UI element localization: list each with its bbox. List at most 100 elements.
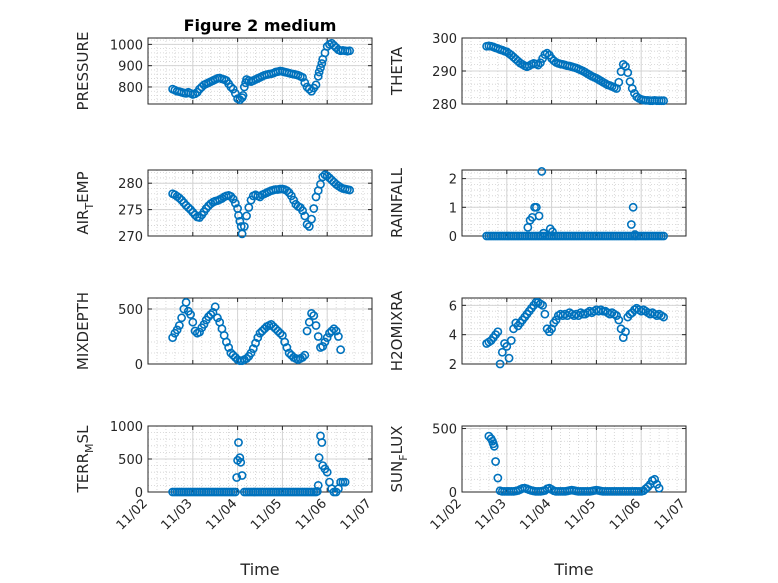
axes-frame: [147, 37, 373, 105]
data-point: [497, 347, 507, 357]
y-tick-label: 2: [449, 173, 457, 188]
data-point: [168, 333, 178, 342]
y-tick-label: 500: [432, 423, 457, 438]
data-point: [236, 457, 246, 467]
data-point: [221, 337, 231, 347]
axes-frame: [461, 169, 687, 237]
data-point: [208, 307, 218, 317]
data-point: [313, 480, 323, 490]
data-point: [643, 482, 653, 492]
data-point: [313, 332, 323, 341]
data-point: [190, 326, 200, 336]
data-series: [482, 41, 668, 106]
data-point: [251, 338, 260, 348]
data-point: [493, 473, 503, 483]
data-point: [345, 46, 354, 56]
data-point: [533, 60, 543, 70]
data-point: [312, 486, 322, 496]
data-point: [177, 313, 186, 323]
data-point: [232, 473, 242, 482]
data-point: [345, 185, 354, 195]
data-point: [623, 68, 633, 78]
data-point: [551, 315, 561, 325]
y-tick-label: 0: [135, 486, 143, 501]
data-point: [275, 328, 285, 338]
data-point: [614, 77, 624, 87]
data-point: [228, 84, 238, 94]
data-point: [491, 457, 500, 466]
data-point: [336, 345, 346, 355]
x-tick-label: 11/02: [114, 496, 151, 533]
data-point: [237, 471, 247, 480]
data-point: [626, 220, 636, 229]
x-tick-label: 11/05: [562, 496, 599, 533]
subplot-terr-msl: 0 500 1000 11/02 11/03 11/04 11/05 11/06 11/07 TE…: [74, 420, 375, 579]
data-point: [286, 191, 296, 201]
x-tick-label: 11/03: [473, 496, 510, 533]
data-series: [168, 0, 351, 366]
axes-frame: [147, 297, 373, 365]
data-point: [239, 222, 249, 231]
y-tick-label: 500: [118, 303, 143, 318]
data-point: [204, 312, 213, 322]
y-tick-label: 6: [449, 299, 457, 314]
y-axis-label: H2OMIXRA: [388, 290, 406, 371]
data-point: [235, 216, 245, 226]
data-point: [302, 326, 312, 336]
data-point: [314, 67, 324, 77]
data-point: [226, 348, 236, 358]
data-point: [318, 341, 328, 351]
data-point: [304, 84, 314, 94]
x-tick-label: 11/07: [652, 496, 689, 533]
y-tick-label: 4: [449, 329, 457, 344]
y-axis-label: TERRMSL: [74, 425, 96, 494]
subplot-h2omixra: 2 4 6 H2OMIXRA: [388, 290, 687, 373]
y-axis-label: SUNFLUX: [388, 426, 410, 493]
data-point: [322, 467, 332, 477]
subplot-air-temp: 270 275 280 AIRTEMP: [74, 169, 373, 245]
data-point: [304, 317, 314, 327]
y-tick-label: 0: [449, 486, 457, 501]
y-tick-label: 2: [449, 358, 457, 373]
data-point: [242, 354, 251, 363]
data-point: [340, 477, 350, 487]
data-point: [333, 332, 343, 341]
data-point: [257, 326, 267, 336]
y-tick-label: 270: [118, 230, 143, 245]
data-point: [174, 321, 184, 330]
y-axis-label: RAINFALL: [388, 167, 406, 238]
data-point: [273, 326, 283, 336]
x-tick-label: 11/02: [428, 496, 465, 533]
data-point: [255, 328, 265, 338]
data-point: [316, 179, 325, 189]
data-point: [339, 0, 346, 4]
data-point: [246, 348, 256, 358]
data-point: [311, 80, 321, 90]
data-point: [659, 231, 668, 241]
data-point: [300, 211, 310, 221]
data-point: [304, 222, 314, 231]
x-tick-label: 11/05: [248, 496, 285, 533]
data-point: [344, 0, 351, 4]
data-point: [199, 319, 209, 329]
x-tick-label: 11/04: [203, 496, 240, 533]
data-point: [230, 487, 240, 497]
data-point: [612, 311, 621, 320]
data-series: [482, 297, 668, 369]
data-point: [174, 193, 184, 203]
data-point: [327, 326, 337, 336]
data-point: [210, 302, 220, 312]
data-point: [234, 438, 243, 447]
data-point: [322, 333, 332, 342]
data-point: [224, 343, 234, 352]
data-point: [320, 337, 330, 347]
data-point: [536, 58, 545, 68]
data-point: [489, 441, 499, 451]
data-point: [542, 48, 552, 58]
axes-frame: [461, 297, 687, 365]
y-tick-label: 280: [118, 177, 143, 192]
data-point: [531, 202, 541, 212]
data-point: [539, 228, 548, 238]
data-point: [659, 312, 668, 322]
